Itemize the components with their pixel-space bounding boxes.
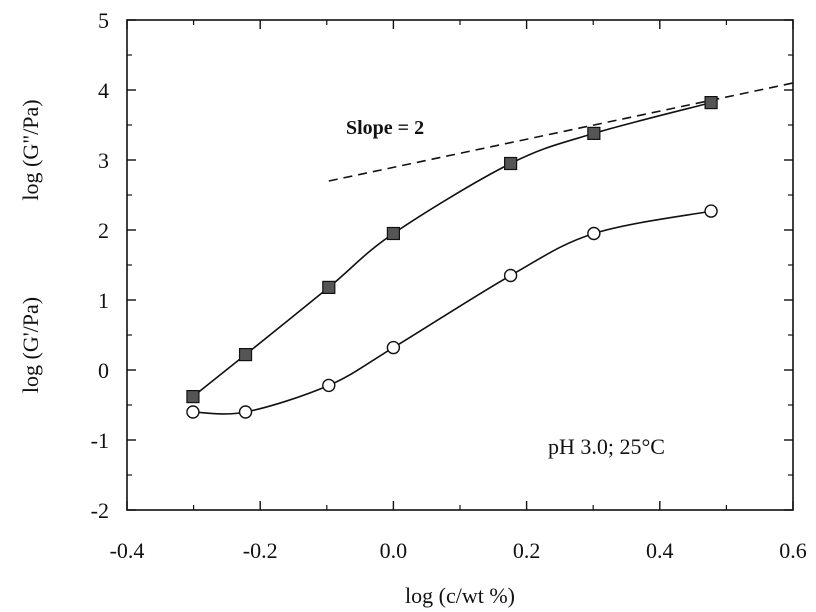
circle-marker (503, 268, 518, 283)
y-axis-title-g-prime: log (G'/Pa) (18, 297, 43, 393)
y-axis-title-g-double-prime: log (G"/Pa) (18, 99, 43, 200)
circle-marker (386, 340, 401, 355)
circle-marker (587, 226, 601, 241)
x-tick-label: 0.2 (513, 538, 541, 563)
y-tick-label: 5 (98, 8, 109, 33)
axis-ticks (126, 19, 794, 511)
series-lines (192, 101, 712, 415)
x-tick-label: 0.6 (779, 538, 807, 563)
x-tick-label: -0.2 (243, 538, 278, 563)
x-tick-label: 0.0 (380, 538, 408, 563)
y-tick-label: 0 (98, 358, 109, 383)
x-tick-label: 0.4 (646, 538, 674, 563)
square-marker (587, 126, 601, 141)
circle-marker (238, 405, 253, 419)
circle-marker (186, 405, 200, 419)
x-tick-label: -0.4 (110, 538, 145, 563)
y-tick-label: 4 (98, 78, 109, 103)
circle-marker (704, 204, 718, 218)
square-marker (386, 226, 400, 241)
plot-frame (126, 19, 794, 511)
square-marker (322, 280, 336, 294)
series-line-2 (192, 210, 712, 415)
series-line-1 (192, 101, 712, 398)
circle-marker (322, 378, 336, 393)
square-marker (238, 348, 253, 362)
series-points (186, 95, 718, 419)
y-tick-label: 1 (98, 288, 109, 313)
y-tick-label: -2 (91, 498, 109, 523)
x-axis-title: log (c/wt %) (405, 583, 515, 608)
y-tick-label: 2 (98, 218, 109, 243)
square-marker (504, 156, 518, 171)
y-tick-label: 3 (98, 148, 109, 173)
y-tick-label: -1 (91, 428, 109, 453)
square-marker (186, 390, 200, 404)
tick-labels: -0.4 -0.2 0.0 0.2 0.4 0.6 -2 -1 0 1 2 3 4 5 (91, 8, 807, 563)
conditions-annotation: pH 3.0; 25°C (548, 434, 665, 459)
slope-annotation: Slope = 2 (346, 117, 424, 139)
square-marker (704, 95, 718, 110)
